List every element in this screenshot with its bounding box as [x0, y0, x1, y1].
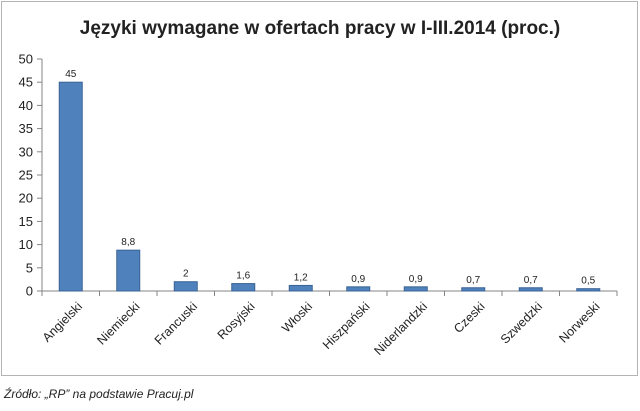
data-label: 1,6 — [236, 271, 250, 282]
source-note: Źródło: „RP” na podstawie Pracuj.pl — [4, 387, 194, 401]
bar — [576, 288, 601, 292]
y-tick-label: 40 — [19, 98, 33, 113]
chart-title: Języki wymagane w ofertach pracy w I-III… — [80, 18, 560, 39]
bar — [58, 81, 83, 292]
bar — [231, 283, 256, 292]
data-label: 45 — [65, 69, 77, 80]
x-category-label: Norweski — [556, 299, 602, 345]
x-category-label: Szwedzki — [498, 299, 545, 346]
y-tick-label: 45 — [19, 75, 33, 90]
y-tick-label: 35 — [19, 121, 33, 136]
bar — [346, 286, 371, 292]
y-tick-label: 10 — [19, 237, 33, 252]
x-category-label: Niemiecki — [94, 299, 142, 347]
y-tick-label: 0 — [26, 284, 33, 299]
bar — [403, 286, 428, 292]
y-tick-label: 15 — [19, 214, 33, 229]
data-label: 0,5 — [581, 276, 595, 287]
x-category-label: Hiszpański — [320, 299, 373, 352]
x-category-label: Niderlandzki — [372, 299, 431, 358]
y-tick-label: 50 — [19, 52, 33, 67]
data-label: 0,7 — [524, 275, 538, 286]
bar-chart: Języki wymagane w ofertach pracy w I-III… — [19, 18, 618, 358]
data-label: 2 — [183, 269, 189, 280]
bar — [518, 287, 543, 292]
bar — [288, 284, 313, 292]
bar — [461, 287, 486, 292]
bar — [173, 281, 198, 292]
plot-area: 0 5 10 15 20 25 30 35 40 45 50 45 Angielski 8,8 Niemie… — [19, 52, 618, 358]
x-category-label: Rosyjski — [215, 299, 258, 342]
y-tick-label: 30 — [19, 144, 33, 159]
x-category-label: Angielski — [40, 299, 85, 344]
data-label: 1,2 — [294, 272, 308, 283]
x-category-label: Francuski — [152, 299, 200, 347]
chart-frame: Języki wymagane w ofertach pracy w I-III… — [1, 1, 638, 376]
bar — [116, 249, 141, 292]
y-tick-label: 20 — [19, 191, 33, 206]
data-label: 0,9 — [351, 274, 365, 285]
data-label: 0,9 — [409, 274, 423, 285]
y-tick-label: 25 — [19, 168, 33, 183]
data-label: 8,8 — [121, 237, 135, 248]
y-tick-label: 5 — [26, 260, 33, 275]
x-category-label: Czeski — [451, 299, 487, 335]
data-label: 0,7 — [466, 275, 480, 286]
x-category-label: Włoski — [279, 299, 315, 335]
